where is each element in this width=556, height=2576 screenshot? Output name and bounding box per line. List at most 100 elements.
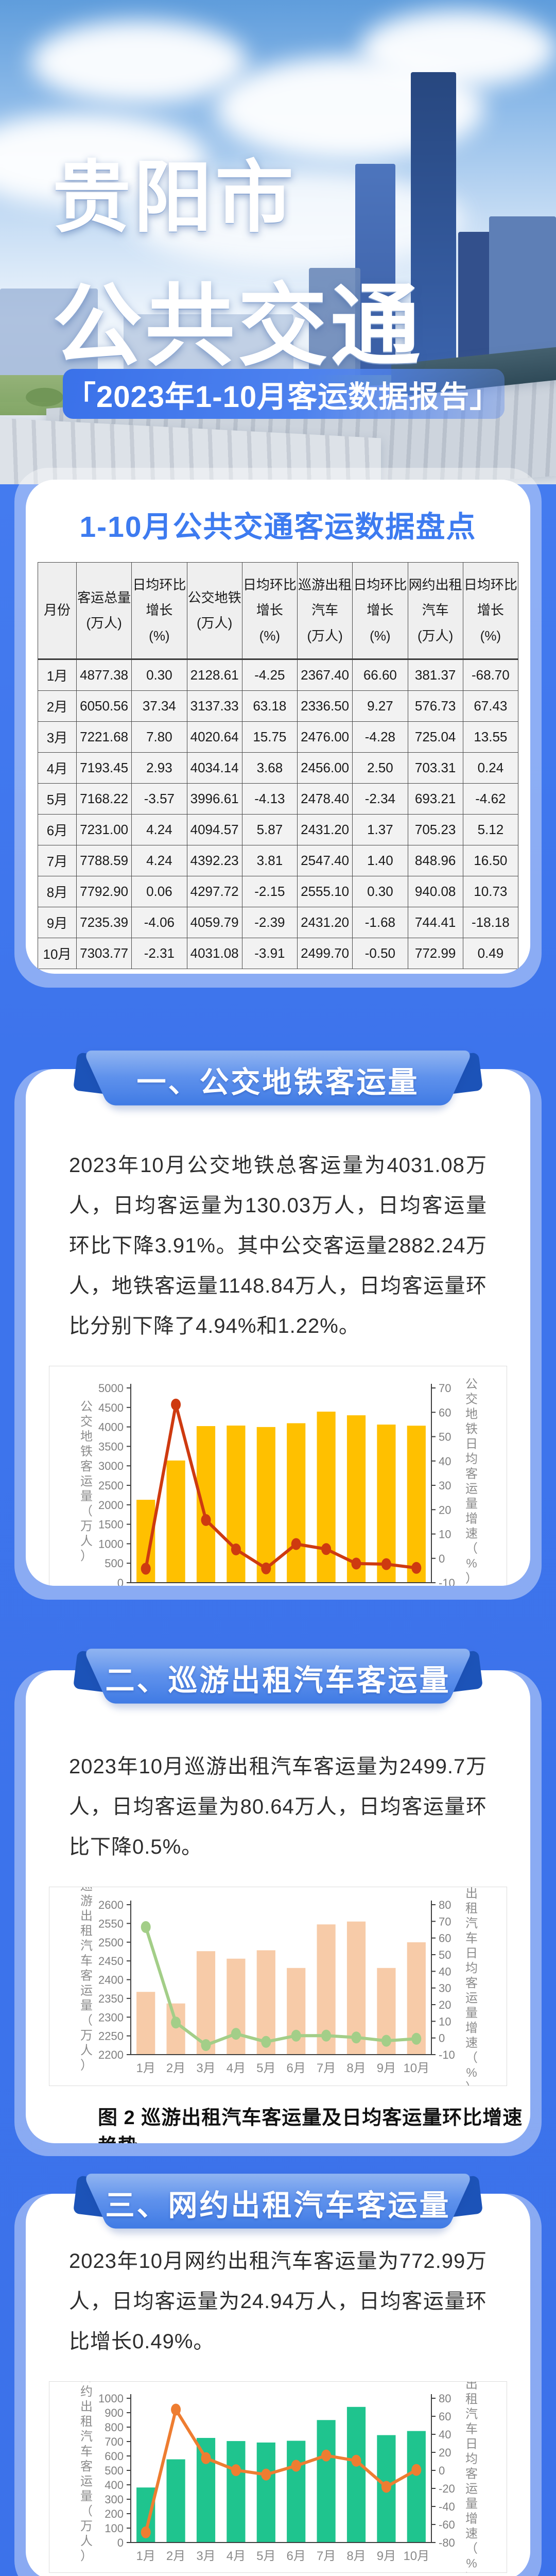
svg-text:%: %	[466, 2066, 477, 2080]
svg-text:20: 20	[439, 2446, 451, 2459]
svg-text:40: 40	[439, 1455, 451, 1468]
svg-text:2400: 2400	[98, 1974, 124, 1987]
svg-text:交: 交	[80, 1415, 93, 1429]
figure3-chart: 01002003004005006007008009001000-80-60-4…	[80, 2382, 478, 2572]
svg-text:人: 人	[80, 2044, 93, 2058]
table-cell: 9.27	[352, 690, 408, 722]
svg-text:9月: 9月	[377, 2549, 396, 2563]
svg-text:人: 人	[80, 2534, 93, 2548]
svg-text:3500: 3500	[98, 1440, 124, 1453]
table-cell: 2478.40	[297, 783, 353, 815]
svg-text:-10: -10	[439, 1577, 455, 1586]
table-cell: 7221.68	[76, 721, 132, 753]
svg-text:客: 客	[465, 2467, 478, 2481]
svg-text:运: 运	[80, 2475, 93, 2488]
svg-text:7月: 7月	[317, 2549, 336, 2563]
svg-text:（: （	[465, 2542, 478, 2556]
svg-text:2500: 2500	[98, 1936, 124, 1949]
svg-text:100: 100	[105, 2522, 124, 2535]
svg-text:30: 30	[439, 1479, 451, 1492]
table-cell: -2.39	[241, 907, 298, 938]
svg-text:（: （	[80, 2014, 93, 2028]
cloud	[360, 10, 556, 88]
svg-text:0: 0	[439, 2464, 445, 2477]
table-cell: 1月	[38, 659, 77, 691]
table-cell: 2.93	[131, 752, 187, 784]
table-header-cell: 网约出租 汽车 (万人)	[407, 562, 463, 660]
svg-text:运: 运	[465, 1991, 478, 2005]
svg-text:4000: 4000	[98, 1421, 124, 1434]
table-cell: 2月	[38, 690, 77, 722]
figure2-caption: 图 2 巡游出租汽车客运量及日均客运量环比增速趋势	[98, 2107, 523, 2143]
svg-text:均: 均	[465, 1452, 478, 1466]
svg-text:200: 200	[105, 2507, 124, 2520]
table-cell: 2336.50	[297, 690, 353, 722]
table-header-cell: 巡游出租 汽车 (万人)	[297, 562, 353, 660]
table-cell: 6050.56	[76, 690, 132, 722]
svg-text:增: 增	[465, 1512, 478, 1526]
table-cell: -2.34	[352, 783, 408, 815]
section3-ribbon: 三、网约出租汽车客运量	[0, 2174, 556, 2236]
table-cell: 1.37	[352, 814, 408, 845]
svg-text:70: 70	[439, 1382, 451, 1395]
table-cell: -4.06	[131, 907, 187, 938]
table-cell: 940.08	[407, 876, 463, 907]
table-cell: 4297.72	[186, 876, 242, 907]
table-cell: 4059.79	[186, 907, 242, 938]
svg-text:3月: 3月	[196, 2061, 215, 2075]
svg-text:0: 0	[117, 2536, 124, 2549]
svg-text:8月: 8月	[346, 2061, 366, 2075]
table-cell: 4.24	[131, 814, 187, 845]
table-cell: -4.13	[241, 783, 298, 815]
svg-text:公: 公	[80, 1400, 93, 1414]
svg-text:50: 50	[439, 1431, 451, 1444]
table-cell: 7788.59	[76, 845, 132, 876]
svg-text:60: 60	[439, 1932, 451, 1945]
table-cell: -4.25	[241, 659, 298, 691]
table-cell: -2.15	[241, 876, 298, 907]
table-cell: 16.50	[462, 845, 519, 876]
table-cell: 63.18	[241, 690, 298, 722]
svg-text:客: 客	[80, 1460, 93, 1473]
cloud	[31, 21, 247, 103]
svg-text:10: 10	[439, 2015, 451, 2028]
table-cell: 3月	[38, 721, 77, 753]
svg-text:万: 万	[80, 1519, 93, 1533]
table-cell: 2128.61	[186, 659, 242, 691]
table-cell: 3.81	[241, 845, 298, 876]
svg-text:巡: 巡	[80, 1887, 93, 1893]
table-cell: 37.34	[131, 690, 187, 722]
svg-text:0: 0	[439, 1552, 445, 1565]
table-cell: 4.24	[131, 845, 187, 876]
report-badge-text: 「2023年1-10月客运数据报告」	[66, 380, 500, 414]
svg-text:租: 租	[465, 1902, 478, 1916]
section2-heading: 二、巡游出租汽车客运量	[105, 1664, 451, 1697]
svg-text:运: 运	[465, 1482, 478, 1496]
svg-text:50: 50	[439, 1948, 451, 1961]
svg-text:日: 日	[465, 1437, 478, 1451]
svg-text:2300: 2300	[98, 2011, 124, 2024]
svg-text:租: 租	[465, 2393, 478, 2406]
table-cell: 10月	[38, 938, 77, 969]
table-header-cell: 日均环比 增长 (%)	[462, 562, 519, 660]
table-cell: 2476.00	[297, 721, 353, 753]
svg-text:汽: 汽	[465, 1917, 478, 1930]
svg-text:客: 客	[465, 1467, 478, 1481]
svg-text:量: 量	[80, 1999, 93, 2013]
svg-text:-80: -80	[439, 2536, 455, 2549]
svg-text:2000: 2000	[98, 1499, 124, 1512]
svg-text:约: 约	[80, 2385, 93, 2399]
svg-text:人: 人	[80, 1534, 93, 1548]
svg-text:量: 量	[465, 2497, 478, 2511]
svg-text:速: 速	[465, 2527, 478, 2541]
table-cell: 3996.61	[186, 783, 242, 815]
table-header-cell: 客运总量 (万人)	[76, 562, 132, 660]
table-row: 6月 7231.00 4.24 4094.57 5.87 2431.20 1.37 705.2…	[38, 814, 519, 845]
svg-text:2350: 2350	[98, 1992, 124, 2005]
svg-text:交: 交	[465, 1393, 478, 1406]
section2-card: 2023年10月巡游出租汽车客运量为2499.7万人，日均客运量为80.64万人…	[26, 1670, 530, 2143]
svg-text:（: （	[465, 2051, 478, 2065]
svg-text:-40: -40	[439, 2500, 455, 2513]
svg-text:增: 增	[465, 2021, 478, 2035]
